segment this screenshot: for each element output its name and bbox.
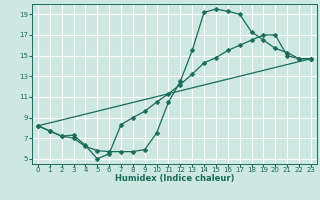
X-axis label: Humidex (Indice chaleur): Humidex (Indice chaleur) [115, 174, 234, 183]
